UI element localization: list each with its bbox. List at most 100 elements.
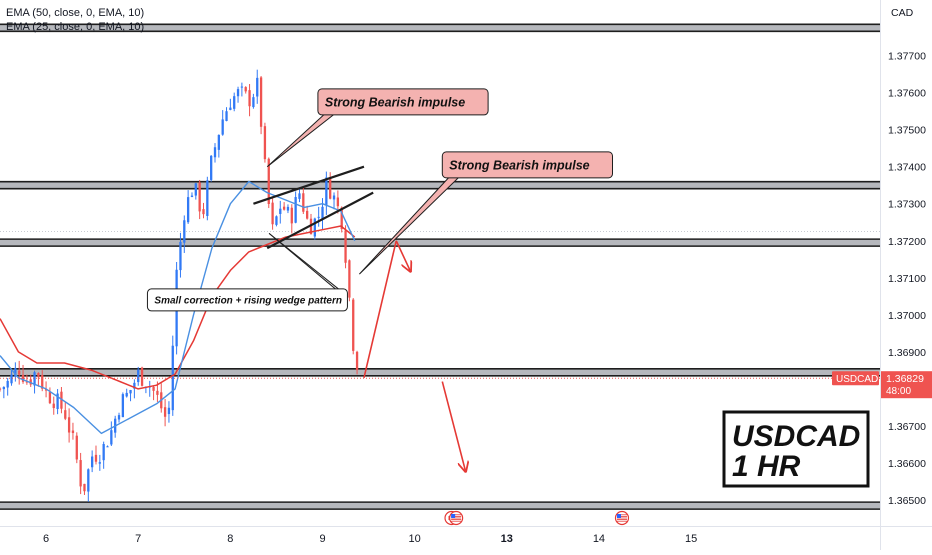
candle-bearish bbox=[152, 385, 155, 401]
time-tick-label: 15 bbox=[685, 533, 697, 545]
candle-bullish bbox=[236, 86, 240, 103]
candle-body bbox=[87, 469, 90, 492]
price-tick-label: 1.37700 bbox=[888, 51, 926, 63]
candle-body bbox=[10, 374, 13, 384]
candle-body bbox=[171, 345, 174, 411]
time-tick-label: 10 bbox=[409, 533, 421, 545]
candle-body bbox=[41, 375, 44, 389]
callout-label: Small correction + rising wedge pattern bbox=[154, 296, 342, 307]
candle-body bbox=[256, 77, 259, 97]
candle-bullish bbox=[275, 215, 278, 227]
candle-body bbox=[329, 178, 332, 199]
current-price-value: 1.36829 bbox=[886, 373, 924, 385]
candle-body bbox=[244, 87, 247, 92]
candle-body bbox=[282, 206, 286, 210]
candle-bearish bbox=[48, 387, 52, 405]
candle-bearish bbox=[52, 396, 55, 415]
candle-body bbox=[263, 126, 267, 160]
candle-bullish bbox=[2, 386, 5, 399]
candle-bearish bbox=[290, 204, 293, 234]
candle-body bbox=[317, 216, 320, 218]
legend-ema-50[interactable]: EMA (50, close, 0, EMA, 10) bbox=[6, 7, 145, 19]
candle-body bbox=[117, 415, 121, 420]
candle-body bbox=[271, 202, 274, 225]
level-band bbox=[0, 23, 880, 32]
candle-body bbox=[167, 407, 171, 415]
time-tick-label: 9 bbox=[319, 533, 325, 545]
candle-bullish bbox=[110, 421, 113, 446]
candle-body bbox=[183, 220, 186, 243]
candle-body bbox=[279, 208, 282, 214]
candle-bearish bbox=[25, 374, 29, 385]
candle-bullish bbox=[252, 93, 255, 109]
candle-body bbox=[106, 446, 109, 448]
candle-bearish bbox=[75, 432, 78, 464]
candle-bullish bbox=[183, 215, 186, 253]
candle-body bbox=[79, 460, 82, 487]
candle-body bbox=[52, 403, 55, 409]
candle-body bbox=[213, 147, 217, 158]
price-axis: CAD 1.37700 1.37600 1.37500 1.37400 1.37300 1.… bbox=[888, 7, 926, 507]
price-tick-label: 1.37600 bbox=[888, 88, 926, 100]
price-badge bbox=[881, 371, 932, 399]
projection-arrow bbox=[441, 381, 465, 471]
candle-bullish bbox=[298, 188, 301, 203]
title-overlay-symbol: USDCAD bbox=[732, 420, 860, 453]
candle-body bbox=[252, 97, 255, 108]
candle-bearish bbox=[21, 364, 25, 384]
candle-body bbox=[44, 389, 48, 391]
flag-us-icon bbox=[449, 510, 464, 526]
candle-bearish bbox=[348, 259, 351, 302]
candle-bullish bbox=[121, 392, 125, 418]
candle-bearish bbox=[263, 122, 267, 163]
candle-body bbox=[75, 435, 78, 460]
candle-body bbox=[71, 430, 75, 434]
candle-body bbox=[286, 206, 290, 211]
ema-50-line bbox=[0, 225, 356, 390]
legend-ema-25[interactable]: EMA (25, close, 0, EMA, 10) bbox=[6, 21, 145, 33]
candle-bearish bbox=[202, 202, 205, 219]
candle-body bbox=[64, 410, 67, 419]
candle-bullish bbox=[332, 192, 336, 210]
candle-bullish bbox=[210, 155, 213, 182]
flag-canton bbox=[616, 514, 621, 518]
candle-bearish bbox=[83, 483, 86, 495]
price-tick-label: 1.36700 bbox=[888, 421, 926, 433]
candle-body bbox=[198, 182, 201, 212]
candle-body bbox=[202, 209, 205, 215]
candle-body bbox=[340, 207, 343, 230]
candle-body bbox=[206, 180, 209, 216]
candle-bullish bbox=[217, 134, 220, 158]
callout-pointer bbox=[268, 232, 344, 294]
candle-body bbox=[129, 390, 132, 394]
time-tick-label: 13 bbox=[501, 533, 513, 545]
candle-body bbox=[259, 77, 263, 127]
title-overlay-timeframe: 1 HR bbox=[732, 450, 801, 483]
price-tick-label: 1.37200 bbox=[888, 236, 926, 248]
candle-body bbox=[325, 177, 328, 206]
candle-bearish bbox=[329, 172, 332, 200]
price-tick-label: 1.37000 bbox=[888, 310, 926, 322]
candle-body bbox=[48, 392, 52, 404]
candle-bearish bbox=[282, 202, 286, 211]
price-tick-label: 1.36600 bbox=[888, 458, 926, 470]
indicator-legend: EMA (50, close, 0, EMA, 10) EMA (25, clo… bbox=[6, 6, 144, 34]
price-tick-label: 1.37300 bbox=[888, 199, 926, 211]
candle-body bbox=[121, 394, 125, 418]
candle-bearish bbox=[271, 197, 274, 230]
time-tick-label: 7 bbox=[135, 533, 141, 545]
candle-bearish bbox=[355, 350, 359, 375]
candle-body bbox=[21, 374, 25, 382]
candle-bearish bbox=[0, 387, 2, 392]
candle-bullish bbox=[194, 182, 197, 200]
candle-bullish bbox=[256, 69, 259, 104]
flag-canton bbox=[451, 514, 456, 518]
callout-box bbox=[317, 88, 489, 116]
candle-bullish bbox=[313, 217, 316, 240]
candle-body bbox=[302, 193, 305, 212]
candle-bearish bbox=[71, 422, 75, 440]
candle-bullish bbox=[233, 92, 236, 112]
wedge-trendline bbox=[253, 165, 365, 205]
